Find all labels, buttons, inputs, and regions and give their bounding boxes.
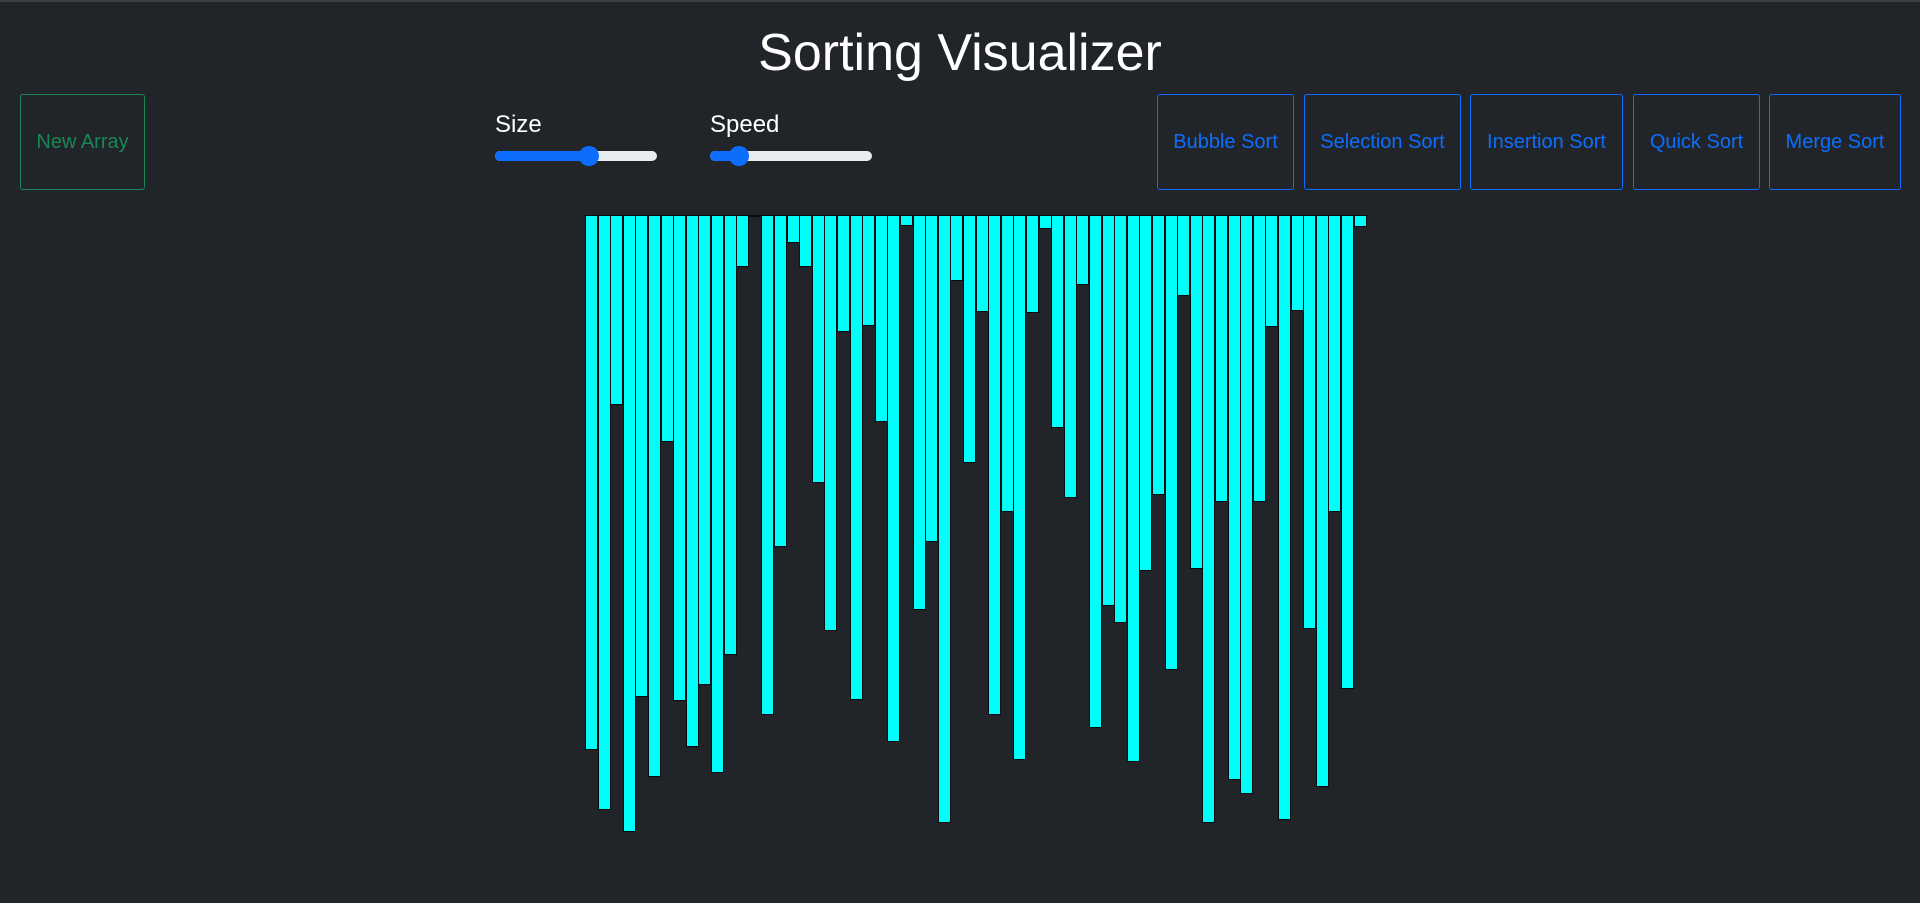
array-bar xyxy=(761,215,775,715)
speed-slider[interactable] xyxy=(710,146,872,166)
array-bar xyxy=(849,215,863,700)
array-bar xyxy=(685,215,699,747)
array-bar xyxy=(698,215,712,685)
page-title: Sorting Visualizer xyxy=(758,24,1162,82)
array-bar xyxy=(1164,215,1178,670)
array-bar xyxy=(988,215,1002,715)
selection-sort-button[interactable]: Selection Sort xyxy=(1304,94,1461,190)
array-bar xyxy=(862,215,876,326)
array-bar xyxy=(1189,215,1203,569)
new-array-button[interactable]: New Array xyxy=(20,94,145,190)
array-bar xyxy=(622,215,636,832)
array-bar xyxy=(673,215,687,701)
insertion-sort-button[interactable]: Insertion Sort xyxy=(1470,94,1623,190)
array-bar xyxy=(585,215,598,750)
array-bar xyxy=(1265,215,1279,327)
array-bar xyxy=(648,215,661,777)
array-bar xyxy=(1114,215,1128,623)
size-slider[interactable] xyxy=(495,146,657,166)
size-slider-thumb[interactable] xyxy=(578,146,599,166)
speed-control: Speed xyxy=(710,110,872,166)
bubble-sort-button[interactable]: Bubble Sort xyxy=(1157,94,1294,190)
array-bar xyxy=(1013,215,1027,760)
array-bar xyxy=(1038,215,1052,229)
array-bar xyxy=(723,215,737,655)
array-bar xyxy=(837,215,850,332)
array-bar xyxy=(1051,215,1065,428)
array-bar xyxy=(1026,215,1039,313)
quick-sort-button[interactable]: Quick Sort xyxy=(1633,94,1760,190)
array-bar xyxy=(1341,215,1354,689)
speed-label: Speed xyxy=(710,111,780,138)
merge-sort-button[interactable]: Merge Sort xyxy=(1769,94,1901,190)
array-bar xyxy=(874,215,888,422)
array-bar xyxy=(1063,215,1077,498)
array-bar xyxy=(1152,215,1165,495)
array-bar xyxy=(925,215,939,542)
array-bar xyxy=(1227,215,1241,780)
size-control: Size xyxy=(495,110,657,166)
array-bar xyxy=(950,215,964,281)
array-bar xyxy=(1215,215,1228,502)
array-bar xyxy=(610,215,624,405)
array-bar xyxy=(1278,215,1291,820)
array-bar xyxy=(937,215,951,823)
size-label: Size xyxy=(495,111,542,138)
speed-slider-fill xyxy=(710,151,740,161)
array-bar xyxy=(1089,215,1102,728)
array-bar xyxy=(1076,215,1090,285)
array-bar xyxy=(786,215,800,243)
array-bar xyxy=(900,215,913,226)
array-bar xyxy=(1303,215,1317,629)
array-bar xyxy=(824,215,838,631)
array-bar xyxy=(1315,215,1329,787)
array-bar xyxy=(799,215,813,267)
array-bar xyxy=(1328,215,1342,512)
speed-slider-thumb[interactable] xyxy=(729,146,750,166)
array-bar xyxy=(1101,215,1115,606)
array-bar xyxy=(1252,215,1266,502)
array-bar xyxy=(975,215,989,312)
array-bar xyxy=(774,215,787,547)
array-bar xyxy=(635,215,649,697)
array-bar xyxy=(887,215,901,742)
array-bar xyxy=(963,215,976,463)
size-slider-fill xyxy=(495,151,589,161)
array-bar xyxy=(597,215,611,810)
array-bar xyxy=(736,215,750,267)
array-bar xyxy=(1202,215,1216,823)
array-bar xyxy=(1290,215,1304,311)
array-bar xyxy=(1177,215,1191,296)
array-bar xyxy=(811,215,825,483)
array-bar xyxy=(711,215,724,773)
array-bar xyxy=(1000,215,1014,512)
array-bar xyxy=(1240,215,1254,794)
array-bar xyxy=(660,215,674,442)
array-bar xyxy=(1353,215,1367,227)
array-bar xyxy=(1139,215,1153,571)
array-bar xyxy=(748,215,762,217)
array-bar xyxy=(912,215,926,610)
array-bar xyxy=(1126,215,1140,762)
